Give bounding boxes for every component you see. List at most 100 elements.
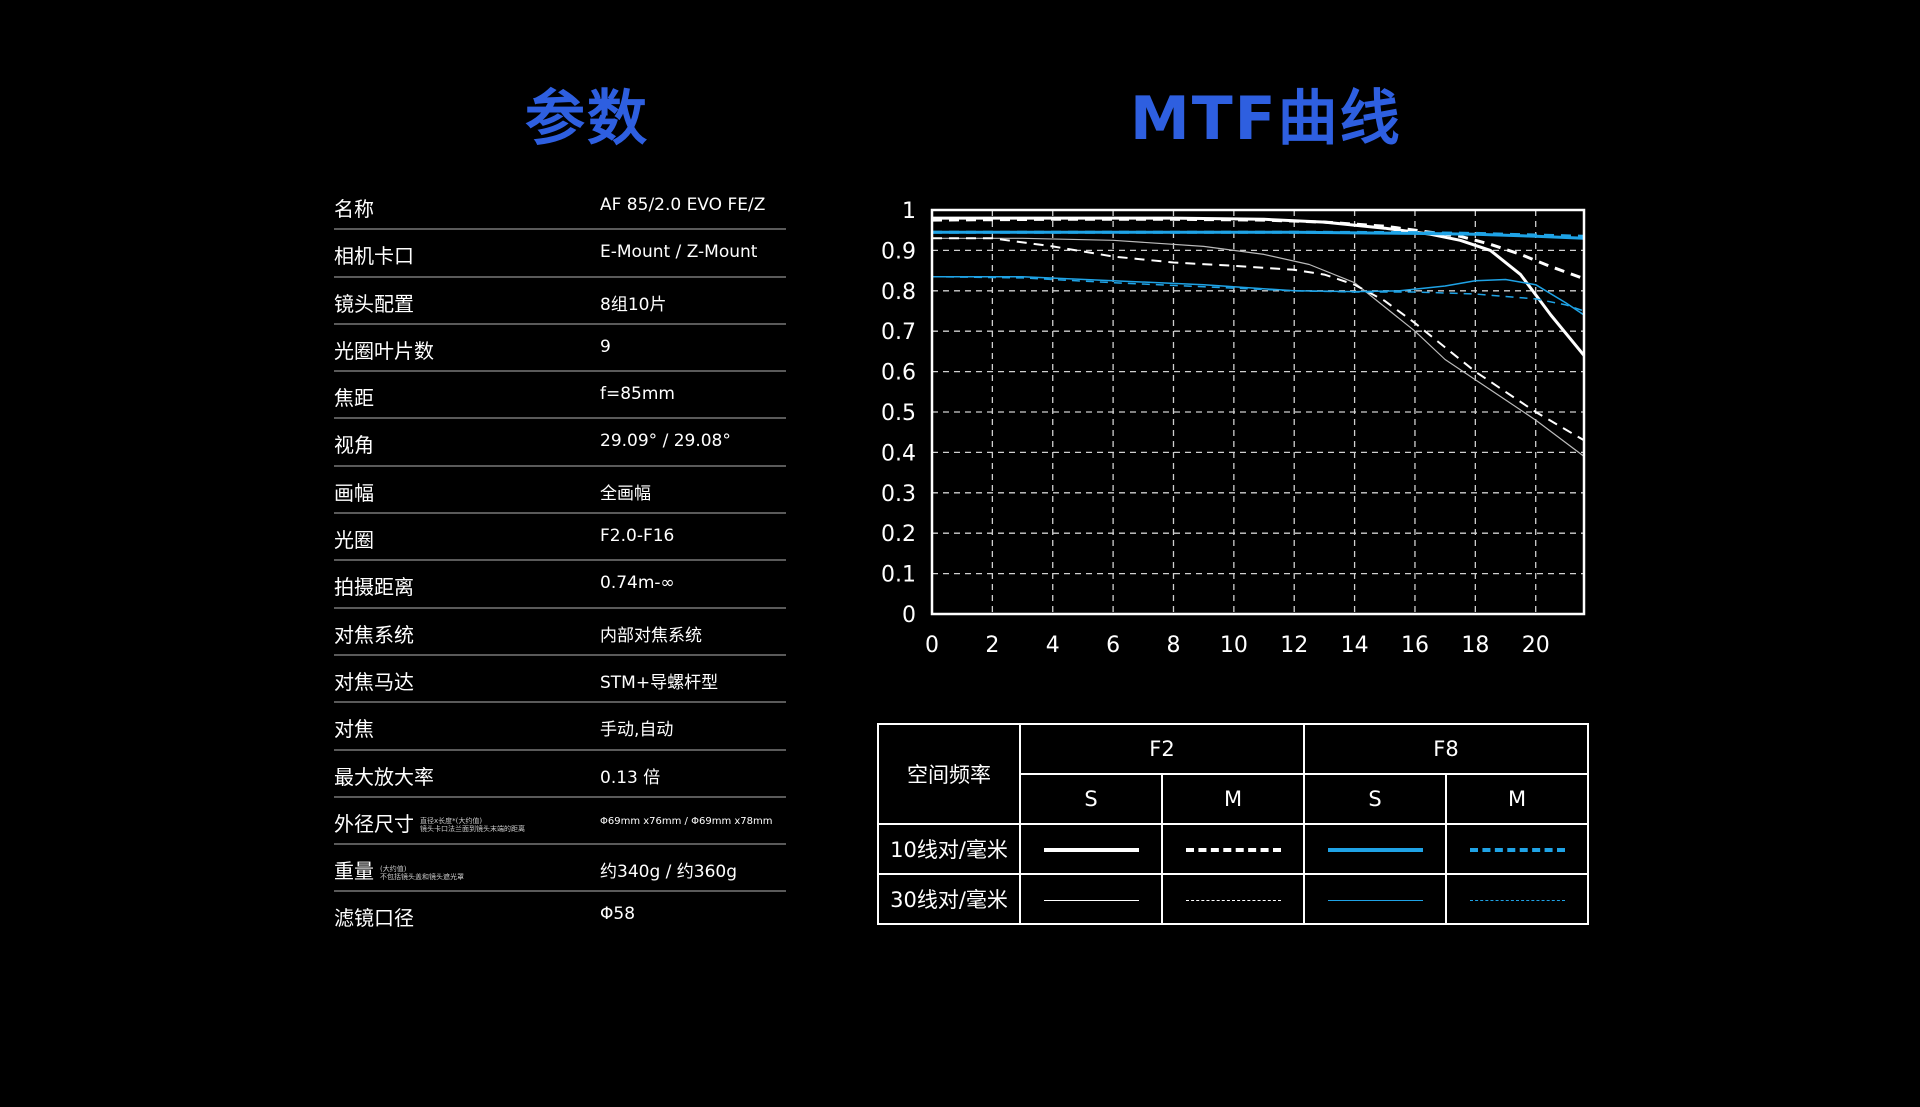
spec-label: 拍摄距离 [334,571,414,600]
series-f8-10-m-line [932,230,1585,238]
spec-label: 名称 [334,193,374,222]
spec-label: 对焦 [334,713,374,742]
y-tick-label: 0.6 [881,361,916,386]
spec-label: 对焦系统 [334,619,414,648]
spec-value: 全画幅 [600,483,651,504]
spec-label-text: 对焦马达 [334,669,414,694]
legend-f2-s-header: S [1019,773,1163,825]
y-tick-label: 0.4 [881,441,916,466]
spec-row: 外径尺寸 直径x长度*(大约值) 镜头卡口法兰面到镜头末端的距离 Φ69mm x76m… [334,798,786,846]
x-tick-label: 16 [1401,633,1429,658]
legend-f2-s-30-swatch [1019,873,1163,925]
spec-label: 最大放大率 [334,761,434,790]
spec-value: Φ58 [600,904,636,925]
spec-note-line1: 直径x长度*(大约值) [420,817,483,826]
legend-f2-s-10-swatch [1019,823,1163,875]
spec-row: 镜头配置 8组10片 [334,278,786,325]
spec-label: 画幅 [334,477,374,506]
spec-row: 相机卡口 E-Mount / Z-Mount [334,230,786,278]
spec-value: 9 [600,336,611,357]
spec-label-text: 对焦系统 [334,622,414,647]
mtf-chart: 0 2 4 6 8 10 12 14 16 18 20 0 0.1 0.2 0.3 0.4 0.5 0.6 0.7 0… [881,199,1586,658]
spec-label-text: 拍摄距离 [334,575,414,600]
series-f2-30-s-line [932,237,1585,457]
spec-label: 外径尺寸 直径x长度*(大约值) 镜头卡口法兰面到镜头末端的距离 [334,808,525,837]
spec-label-text: 最大放大率 [334,764,434,789]
spec-label: 镜头配置 [334,288,414,317]
spec-value: 29.09° / 29.08° [600,431,731,452]
spec-label: 滤镜口径 [334,902,414,931]
spec-label-text: 名称 [334,197,374,221]
series-f8-30-m-line [931,275,1585,312]
legend-row-30lp-label: 30线对/毫米 [877,873,1021,925]
spec-value: 手动,自动 [600,720,674,741]
spec-row: 对焦 手动,自动 [334,703,786,751]
spec-note: 直径x长度*(大约值) 镜头卡口法兰面到镜头末端的距离 [420,817,525,833]
mtf-heading: MTF曲线 [1130,84,1402,154]
legend-f2-m-30-swatch [1161,873,1305,925]
spec-label: 相机卡口 [334,240,414,269]
x-tick-label: 10 [1220,633,1248,658]
mtf-legend-table: 空间频率 F2 F8 S M S M 10线对/毫米 30线对/毫米 [877,723,1589,925]
spec-row: 对焦系统 内部对焦系统 [334,609,786,656]
spec-label-text: 滤镜口径 [334,906,414,931]
spec-label-text: 镜头配置 [334,291,414,316]
x-tick-label: 18 [1461,633,1489,658]
y-tick-label: 0.3 [881,482,916,507]
spec-value: E-Mount / Z-Mount [600,242,758,263]
spec-label: 光圈叶片数 [334,335,434,364]
spec-row: 焦距 f=85mm [334,372,786,420]
y-tick-label: 0 [902,603,916,628]
spec-label: 光圈 [334,524,374,553]
spec-label: 视角 [334,429,374,458]
y-tick-label: 0.7 [881,320,916,345]
y-tick-label: 0.1 [881,563,916,588]
x-tick-label: 6 [1106,633,1120,658]
spec-note-line1: (大约值) [380,864,407,873]
x-tick-label: 12 [1280,633,1308,658]
legend-f2-header: F2 [1019,723,1305,775]
legend-f8-s-30-swatch [1303,873,1447,925]
y-tick-label: 0.9 [881,239,916,264]
x-tick-label: 0 [925,633,939,658]
spec-value: f=85mm [600,384,675,405]
specs-heading: 参数 [525,84,649,154]
spec-row: 光圈 F2.0-F16 [334,514,786,562]
y-tick-label: 0.8 [881,280,916,305]
spec-row: 画幅 全画幅 [334,467,786,515]
series-f2-10-m-line [931,217,1585,281]
spec-row: 光圈叶片数 9 [334,325,786,373]
spec-row: 视角 29.09° / 29.08° [334,419,786,467]
y-tick-label: 1 [902,199,916,224]
y-tick-label: 0.5 [881,401,916,426]
x-tick-label: 8 [1166,633,1180,658]
spec-label: 焦距 [334,382,374,411]
spec-label: 重量 (大约值) 不包括镜头盖和镜头遮光罩 [334,855,464,884]
spec-value: 0.74m-∞ [600,573,675,594]
legend-row-10lp-label: 10线对/毫米 [877,823,1021,875]
legend-spatial-frequency-header: 空间频率 [877,723,1021,825]
legend-f8-header: F8 [1303,723,1589,775]
spec-label-text: 重量 [334,859,374,884]
legend-f2-m-header: M [1161,773,1305,825]
spec-row: 对焦马达 STM+导螺杆型 [334,656,786,704]
spec-label-text: 焦距 [334,386,374,411]
spec-value: Φ69mm x76mm / Φ69mm x78mm [600,815,773,827]
legend-f8-s-header: S [1303,773,1447,825]
spec-value: 内部对焦系统 [600,625,702,646]
legend-f8-m-header: M [1445,773,1589,825]
spec-row: 重量 (大约值) 不包括镜头盖和镜头遮光罩 约340g / 约360g [334,845,786,893]
spec-value: 约340g / 约360g [600,862,738,883]
spec-row: 拍摄距离 0.74m-∞ [334,561,786,609]
spec-note-line2: 镜头卡口法兰面到镜头末端的距离 [420,825,525,834]
x-tick-label: 4 [1046,633,1060,658]
spec-value: AF 85/2.0 EVO FE/Z [600,195,766,215]
plot-frame [930,208,1586,616]
series-f2-30-m-line [932,237,1585,442]
legend-f2-m-10-swatch [1161,823,1305,875]
spec-label-text: 画幅 [334,480,374,505]
spec-value: STM+导螺杆型 [600,672,719,693]
spec-label-text: 外径尺寸 [334,811,414,836]
x-tick-label: 2 [985,633,999,658]
spec-value: 0.13 倍 [600,767,661,788]
